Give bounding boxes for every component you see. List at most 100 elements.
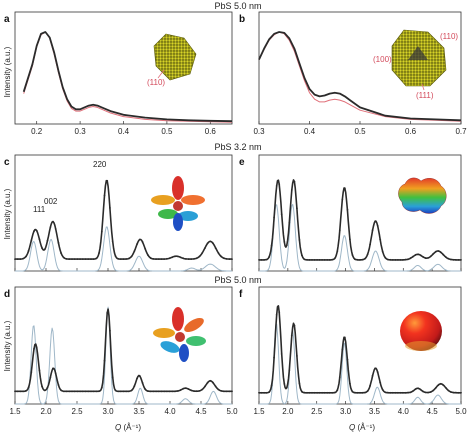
data-point-c [127,257,130,260]
x-tick-label-f: 2.5 [311,407,323,416]
data-point-c [54,228,57,230]
data-point-e [270,244,273,247]
data-point-f [412,390,414,392]
y-axis-label-a: Intensity (a.u.) [3,46,12,97]
data-point-f [457,391,460,394]
lobe-c-1 [172,176,184,200]
data-point-f [301,390,303,393]
peak-label-002: 002 [44,197,58,206]
data-point-e [452,258,455,261]
data-point-c [174,255,176,258]
data-point-d [65,390,68,393]
data-point-d [168,390,171,393]
data-point-f [389,391,392,394]
data-point-f [351,390,354,393]
data-point-f [343,336,346,339]
data-point-d [187,388,190,390]
data-point-c [43,248,46,251]
data-point-e [283,240,286,243]
data-point-f [298,382,301,385]
lobe-c-6 [173,213,183,231]
data-point-e [460,259,462,261]
data-point-d [138,375,141,377]
data-point-e [311,259,313,261]
data-point-f [404,391,407,394]
data-point-e [397,259,399,261]
x-tick-label-b: 0.4 [304,127,316,136]
data-point-d [223,390,225,393]
data-point-c [65,258,68,260]
data-point-e [419,254,422,257]
data-point-d [81,390,84,393]
lobe-d-3 [153,328,175,338]
data-point-c [147,254,149,256]
data-point-e [288,221,291,224]
data-point-e [432,253,435,255]
data-point-e [409,257,412,260]
data-point-d [73,390,76,393]
series-experiment-line-c [15,179,232,260]
x-tick-label-d: 3.0 [102,407,114,416]
data-point-d [198,390,201,392]
data-point-f [361,391,364,394]
data-point-d [84,390,87,393]
data-point-f [313,391,316,394]
data-point-e [429,255,432,258]
lobe-c-5 [178,211,198,221]
data-point-f [354,391,356,394]
data-point-f [381,388,384,391]
data-point-d [103,359,106,362]
x-axis-label-f: Q (Å⁻¹) [349,423,375,432]
data-point-f [364,391,366,394]
data-point-e [306,258,308,261]
x-tick-label-f: 4.0 [398,407,410,416]
data-point-d [147,390,149,392]
data-point-c [111,240,114,243]
data-point-c [84,258,87,260]
data-point-d [209,379,212,382]
data-point-e [371,229,374,232]
data-point-e [326,259,329,261]
data-point-c [176,255,179,258]
data-point-f [460,391,462,394]
series-experiment-line-b [258,31,462,122]
data-point-f [333,391,336,394]
data-point-f [455,391,457,394]
data-point-e [394,259,397,261]
data-point-f [394,391,397,394]
data-point-d [166,390,168,393]
data-point-f [288,369,291,372]
data-point-e [391,259,394,261]
data-point-c [76,258,79,260]
data-point-d [46,386,49,389]
data-point-e [351,254,354,256]
data-point-c [157,258,160,260]
data-point-d [49,376,52,379]
data-point-e [399,259,402,261]
series-model-line-e [259,203,461,272]
data-point-c [81,258,84,260]
data-point-d [127,390,130,393]
data-point-d [30,371,33,374]
data-point-f [391,391,394,394]
data-point-c [193,258,195,260]
data-point-c [231,258,233,260]
data-point-d [201,388,204,391]
data-point-e [278,183,281,186]
data-point-c [138,238,141,241]
data-point-d [68,390,71,393]
data-point-e [414,254,417,256]
lobe-c-3 [181,195,205,205]
plot-frame-a [14,11,233,125]
data-point-c [49,226,52,229]
data-point-e [308,259,311,261]
data-point-e [379,238,382,241]
data-point-f [328,391,331,394]
data-point-f [290,334,293,337]
x-tick-label-a: 0.5 [161,127,173,136]
lobe-d-5 [160,341,180,353]
data-point-f [283,382,286,385]
data-point-f [263,391,265,394]
panel-letter-e: e [239,157,245,168]
row-title-middle: PbS 3.2 nm [214,142,261,152]
